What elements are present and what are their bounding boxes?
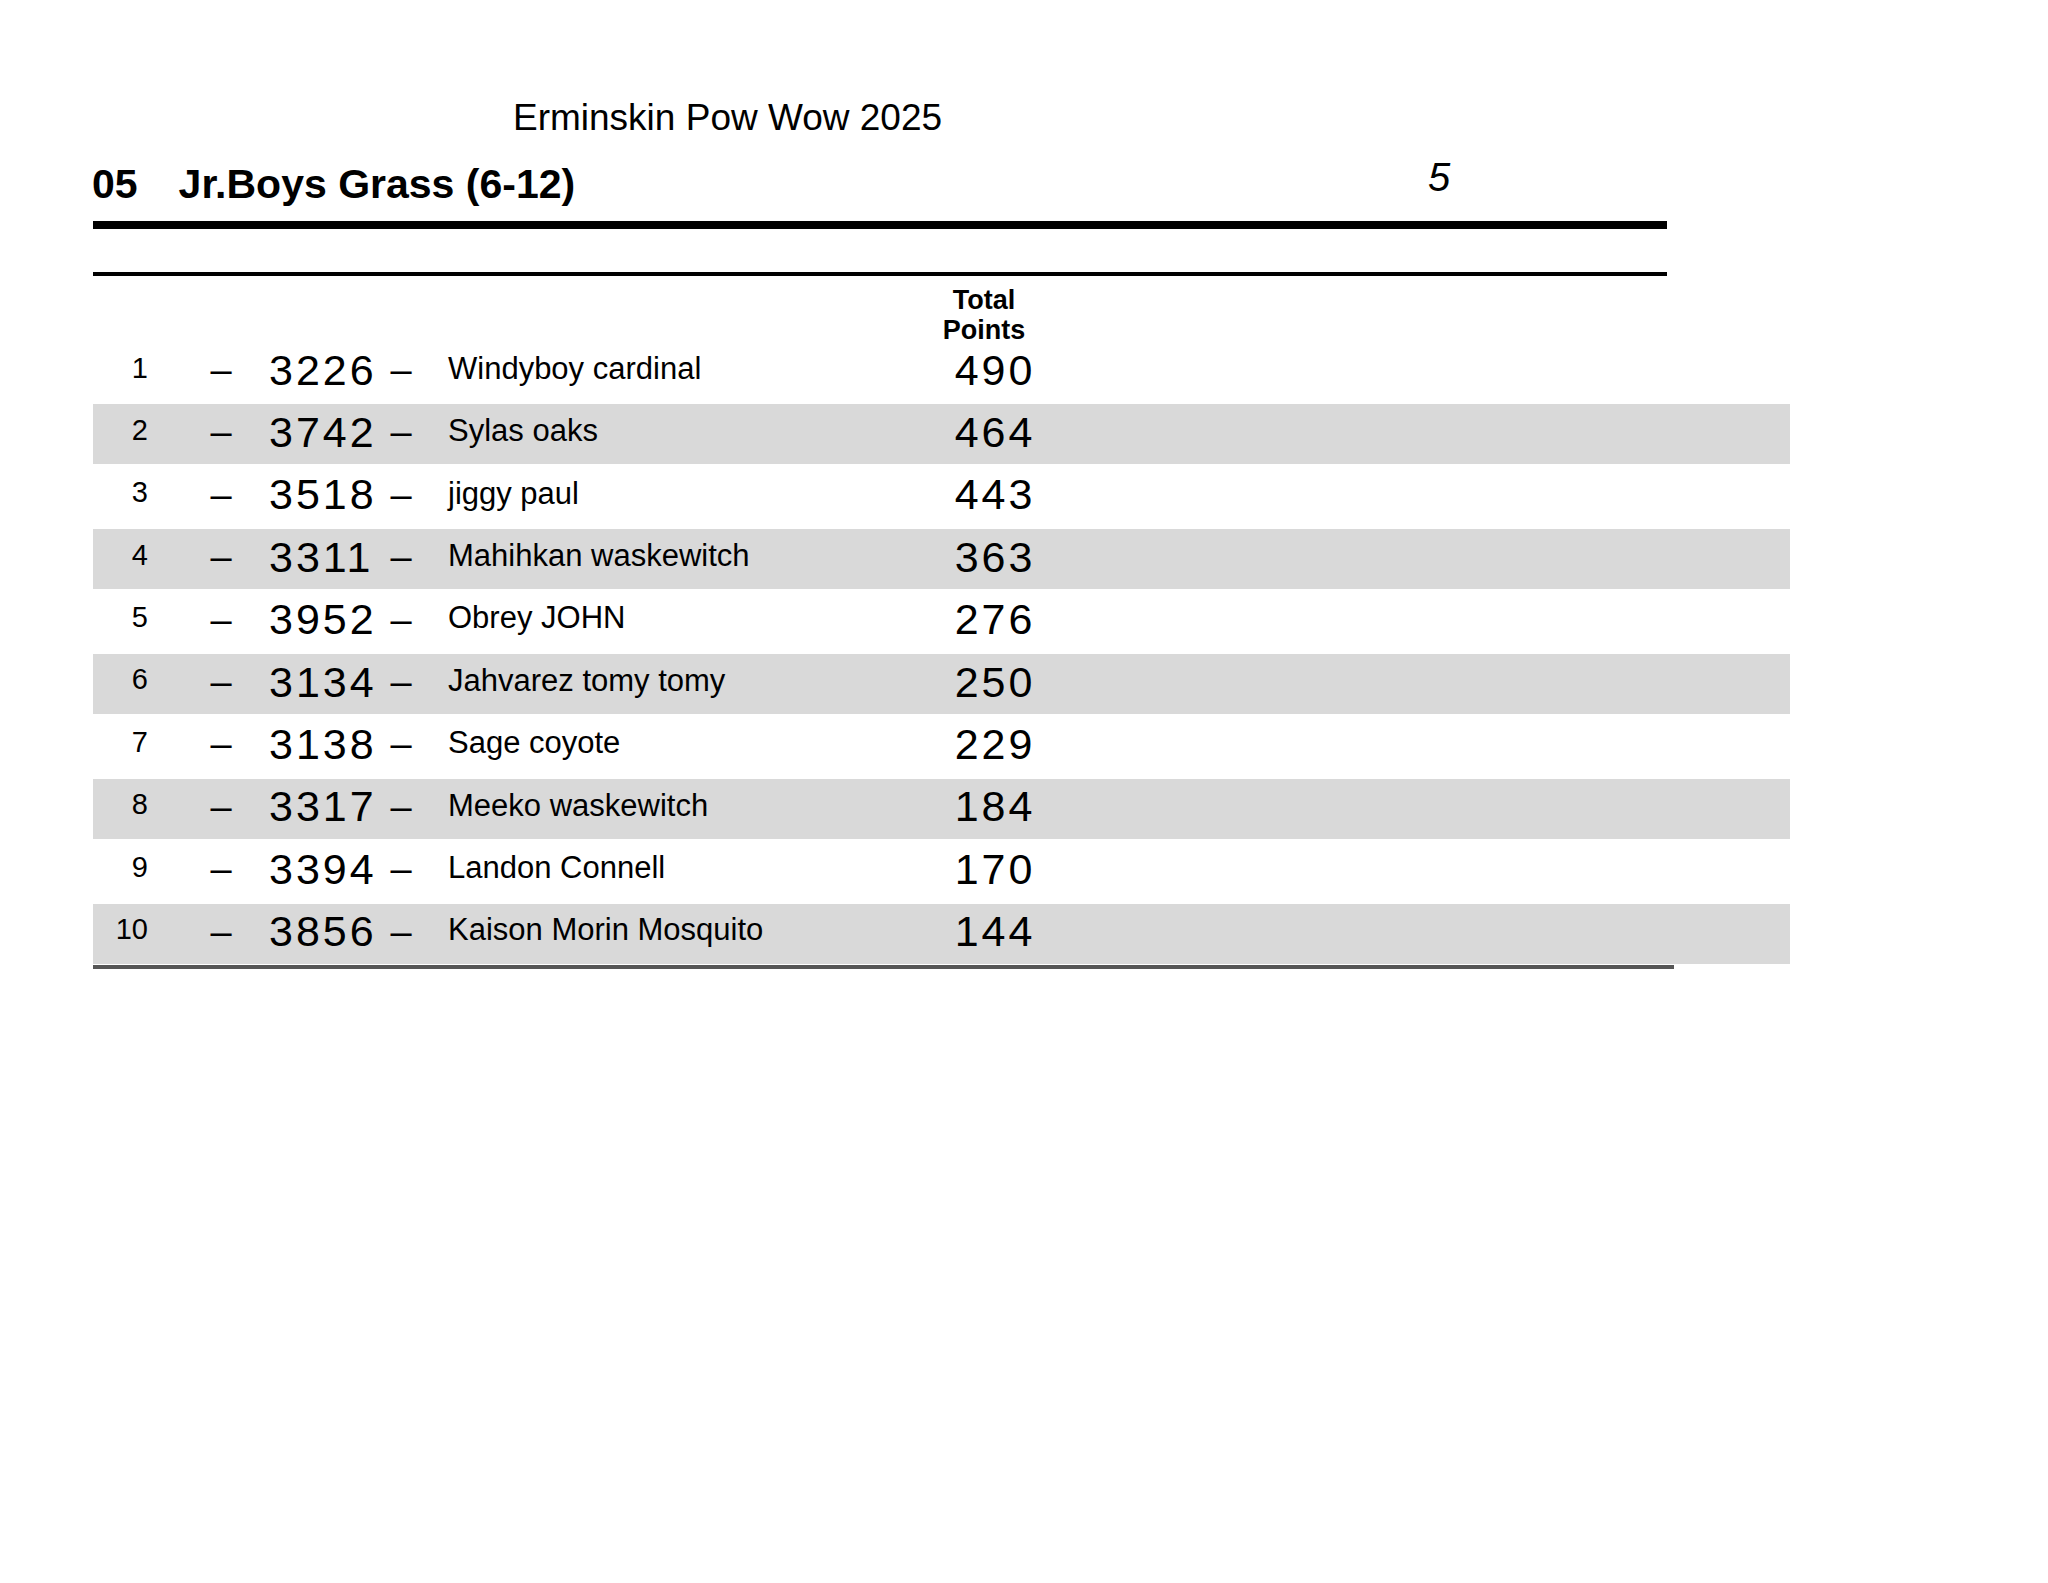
separator-dash: –	[376, 663, 426, 701]
table-row: 5 – 3952 – Obrey JOHN 276	[0, 592, 2048, 654]
contestant-name: Kaison Morin Mosquito	[448, 914, 763, 945]
total-points: 250	[915, 661, 1075, 704]
separator-dash: –	[376, 476, 426, 514]
contestant-number: 3226	[269, 349, 377, 392]
heading-rule-thick	[93, 221, 1667, 229]
table-row: 1 – 3226 – Windyboy cardinal 490	[0, 342, 2048, 404]
total-points: 229	[915, 723, 1075, 766]
separator-dash: –	[196, 850, 246, 888]
contestant-number: 3952	[269, 598, 377, 641]
contestant-name: jiggy paul	[448, 478, 579, 509]
separator-dash: –	[376, 413, 426, 451]
category-number: 05	[92, 161, 138, 207]
separator-dash: –	[196, 476, 246, 514]
place-rank: 8	[90, 790, 148, 819]
contestant-name: Mahihkan waskewitch	[448, 540, 750, 571]
contestant-number: 3394	[269, 848, 377, 891]
separator-dash: –	[376, 601, 426, 639]
separator-dash: –	[376, 913, 426, 951]
separator-dash: –	[196, 788, 246, 826]
category-heading: 05 Jr.Boys Grass (6-12)	[92, 164, 575, 205]
separator-dash: –	[376, 538, 426, 576]
separator-dash: –	[196, 725, 246, 763]
separator-dash: –	[196, 538, 246, 576]
separator-dash: –	[196, 663, 246, 701]
place-rank: 7	[90, 728, 148, 757]
place-rank: 6	[90, 665, 148, 694]
table-top-rule	[93, 272, 1667, 276]
contestant-number: 3317	[269, 785, 377, 828]
total-points: 443	[915, 473, 1075, 516]
place-rank: 5	[90, 603, 148, 632]
separator-dash: –	[376, 850, 426, 888]
contestant-name: Windyboy cardinal	[448, 353, 701, 384]
page-number: 5	[1428, 157, 1450, 197]
separator-dash: –	[196, 913, 246, 951]
place-rank: 3	[90, 478, 148, 507]
table-row: 6 – 3134 – Jahvarez tomy tomy 250	[0, 654, 2048, 716]
total-points: 170	[915, 848, 1075, 891]
contestant-name: Meeko waskewitch	[448, 790, 708, 821]
contestant-name: Sage coyote	[448, 727, 620, 758]
contestant-name: Sylas oaks	[448, 415, 598, 446]
table-bottom-rule	[93, 965, 1674, 969]
table-row: 3 – 3518 – jiggy paul 443	[0, 467, 2048, 529]
results-page: Erminskin Pow Wow 2025 05 Jr.Boys Grass (…	[0, 0, 2048, 1583]
separator-dash: –	[196, 413, 246, 451]
place-rank: 2	[90, 416, 148, 445]
total-points: 144	[915, 910, 1075, 953]
points-column-header: Total Points	[904, 285, 1064, 345]
separator-dash: –	[196, 601, 246, 639]
place-rank: 1	[90, 354, 148, 383]
total-points: 363	[915, 536, 1075, 579]
separator-dash: –	[376, 351, 426, 389]
separator-dash: –	[376, 788, 426, 826]
total-points: 490	[915, 349, 1075, 392]
contestant-name: Landon Connell	[448, 852, 665, 883]
place-rank: 9	[90, 853, 148, 882]
table-row: 4 – 3311 – Mahihkan waskewitch 363	[0, 529, 2048, 591]
contestant-number: 3311	[269, 536, 373, 579]
table-row: 8 – 3317 – Meeko waskewitch 184	[0, 779, 2048, 841]
results-table: 1 – 3226 – Windyboy cardinal 490 2 – 374…	[0, 342, 2048, 966]
contestant-number: 3742	[269, 411, 377, 454]
contestant-name: Obrey JOHN	[448, 602, 625, 633]
event-title: Erminskin Pow Wow 2025	[513, 99, 942, 136]
total-points: 464	[915, 411, 1075, 454]
contestant-number: 3138	[269, 723, 377, 766]
points-header-line2: Points	[904, 315, 1064, 345]
contestant-number: 3134	[269, 661, 377, 704]
separator-dash: –	[376, 725, 426, 763]
table-row: 10 – 3856 – Kaison Morin Mosquito 144	[0, 904, 2048, 966]
table-row: 7 – 3138 – Sage coyote 229	[0, 716, 2048, 778]
contestant-number: 3856	[269, 910, 377, 953]
contestant-number: 3518	[269, 473, 377, 516]
points-header-line1: Total	[904, 285, 1064, 315]
total-points: 184	[915, 785, 1075, 828]
place-rank: 4	[90, 541, 148, 570]
total-points: 276	[915, 598, 1075, 641]
place-rank: 10	[90, 915, 148, 944]
category-name: Jr.Boys Grass (6-12)	[179, 161, 576, 207]
separator-dash: –	[196, 351, 246, 389]
contestant-name: Jahvarez tomy tomy	[448, 665, 725, 696]
table-row: 9 – 3394 – Landon Connell 170	[0, 841, 2048, 903]
table-row: 2 – 3742 – Sylas oaks 464	[0, 404, 2048, 466]
